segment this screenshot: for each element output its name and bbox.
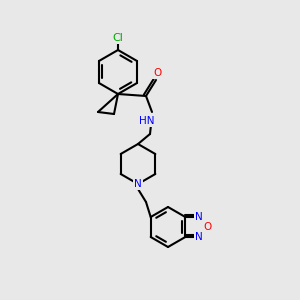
Text: HN: HN [139, 116, 155, 126]
Text: N: N [195, 212, 203, 222]
Text: Cl: Cl [112, 33, 123, 43]
Text: N: N [195, 232, 203, 242]
Text: O: O [203, 222, 212, 232]
Text: N: N [134, 179, 142, 189]
Text: O: O [153, 68, 161, 78]
